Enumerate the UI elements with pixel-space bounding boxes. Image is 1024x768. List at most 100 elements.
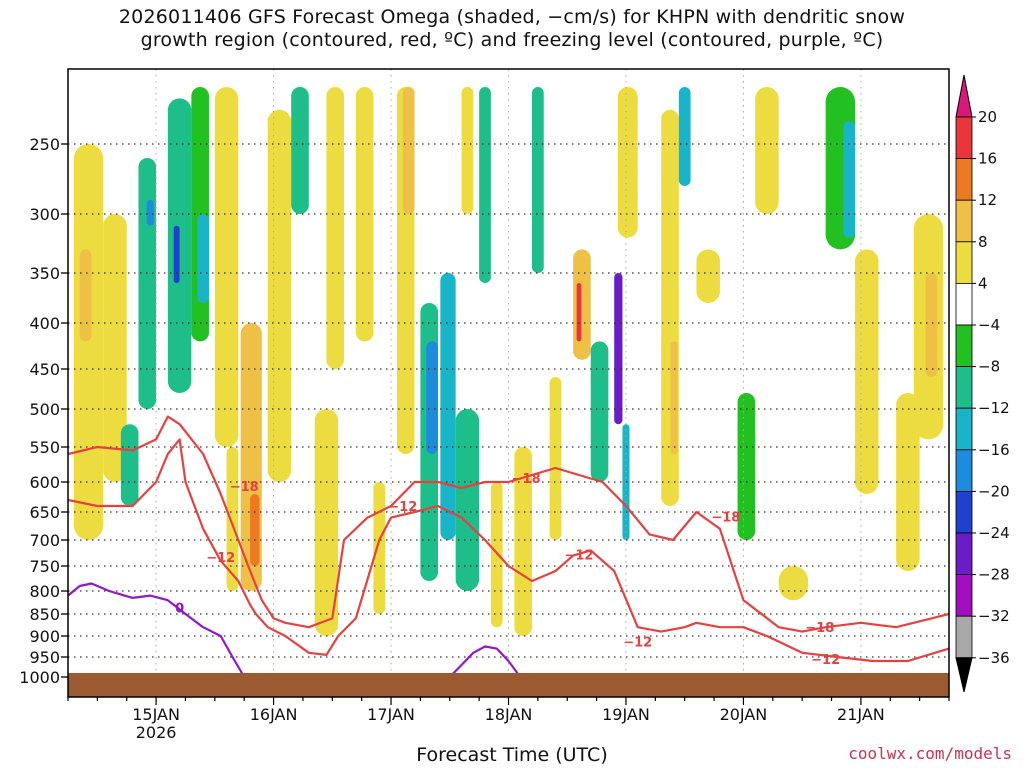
omega-cell [250,494,260,566]
colorbar-label: 8 [978,233,988,251]
y-tick-label: 600 [29,473,60,492]
x-tick-label: 16JAN [250,705,298,724]
contour-lines: −12 −12 −12 −12 −12 −18 −18 −18 −18 0 [68,415,949,678]
omega-shading [73,87,944,636]
credit-link[interactable]: coolwx.com/models [848,744,1012,763]
colorbar-segment [955,324,973,367]
omega-cell [614,273,623,425]
omega-cell [455,409,480,591]
colorbar-segment [955,241,973,284]
dgz-lower-minus18-label: −18 [512,472,541,487]
y-tick-label: 700 [29,531,60,550]
x-tick-label: 20JAN [720,705,768,724]
freezing-level-zero-contour [68,582,246,678]
colorbar-label: 4 [978,274,988,292]
omega-cell [855,249,879,494]
colorbar-label: −28 [978,566,1010,584]
omega-cell [173,225,180,283]
omega-cell [402,87,415,214]
omega-cell [755,87,779,214]
chart-title-line-1: 2026011406 GFS Forecast Omega (shaded, −… [118,6,906,28]
colorbar-segment [955,490,973,534]
dgz-lower-minus18-label: −18 [230,480,259,495]
dgz-lower-minus18-contour [68,415,949,633]
omega-cell [440,273,456,540]
colorbar-segment [955,158,973,201]
colorbar: 20 16 12 8 4 −4 −8 −12 −16 −20 −24 −28 −32 −36 [955,74,1010,693]
y-tick-label: 500 [29,400,60,419]
omega-cell [737,393,756,540]
x-tick-label: 19JAN [602,705,650,724]
y-tick-label: 550 [29,438,60,457]
y-tick-label: 350 [29,264,60,283]
y-tick-label: 750 [29,557,60,576]
omega-cell [103,214,127,482]
dgz-upper-minus12-label: −12 [564,549,593,564]
dgz-upper-minus12-label: −12 [623,635,652,650]
omega-cell [73,144,104,540]
x-tick-label: 15JAN [132,705,180,724]
dgz-upper-minus12-label: −12 [811,653,840,668]
omega-cell [461,87,474,214]
x-axis: 15JAN 16JAN 17JAN 18JAN 19JAN 20JAN 21JAN 2026 [67,697,950,742]
x-axis-label: Forecast Time (UTC) [416,744,608,766]
colorbar-segment [955,532,973,575]
omega-cell [778,566,809,601]
colorbar-label: −24 [978,524,1010,542]
colorbar-label: −32 [978,607,1010,625]
colorbar-segment [955,449,973,492]
y-tick-label: 1000 [19,668,60,687]
omega-cell [514,447,532,636]
y-tick-label: 300 [29,205,60,224]
colorbar-label: 16 [978,150,997,168]
omega-cell [267,109,292,483]
gridlines [68,69,949,697]
freezing-level-zero-b-contour [449,645,522,678]
chart-title: 2026011406 GFS Forecast Omega (shaded, −… [0,6,1024,52]
dgz-upper-minus12-contour [68,438,949,663]
colorbar-label: −20 [978,482,1010,500]
y-tick-label: 400 [29,314,60,333]
x-tick-label: 18JAN [485,705,533,724]
omega-cell [314,409,339,636]
dgz-lower-minus18-label: −18 [711,511,740,526]
colorbar-label: −8 [978,358,1000,376]
dgz-lower-minus18-label: −18 [805,621,834,636]
dgz-upper-minus12-label: −12 [206,551,235,566]
colorbar-top-triangle [955,74,973,118]
omega-cell [573,249,591,360]
terrain-ground [68,673,949,697]
colorbar-label: −12 [978,399,1010,417]
omega-cell [617,87,638,238]
x-tick-label: 21JAN [837,705,885,724]
x-tick-label: 17JAN [367,705,415,724]
omega-cell [576,283,582,342]
omega-cell [479,87,491,283]
omega-cell [696,249,720,303]
omega-cell [120,424,139,506]
omega-cell [291,87,309,214]
colorbar-segment [955,282,973,326]
y-tick-label: 650 [29,503,60,522]
y-tick-label: 950 [29,648,60,667]
omega-cell [146,200,154,226]
omega-cell [843,121,856,238]
omega-cell [214,87,239,447]
omega-cell [531,87,544,273]
chart-title-line-2: growth region (contoured, red, ºC) and f… [140,29,884,51]
colorbar-label: −16 [978,441,1010,459]
x-tick-sublabel-year: 2026 [136,723,177,742]
omega-cell [355,87,374,342]
colorbar-label: −4 [978,316,1000,334]
omega-cell [326,87,345,369]
omega-cell [79,249,92,342]
omega-cell [226,447,239,591]
y-tick-label: 850 [29,605,60,624]
omega-cell [622,424,630,540]
omega-cell [590,341,609,482]
colorbar-label: 20 [978,108,997,126]
y-tick-label: 900 [29,627,60,646]
omega-cell [373,482,386,614]
omega-cell [426,341,439,454]
